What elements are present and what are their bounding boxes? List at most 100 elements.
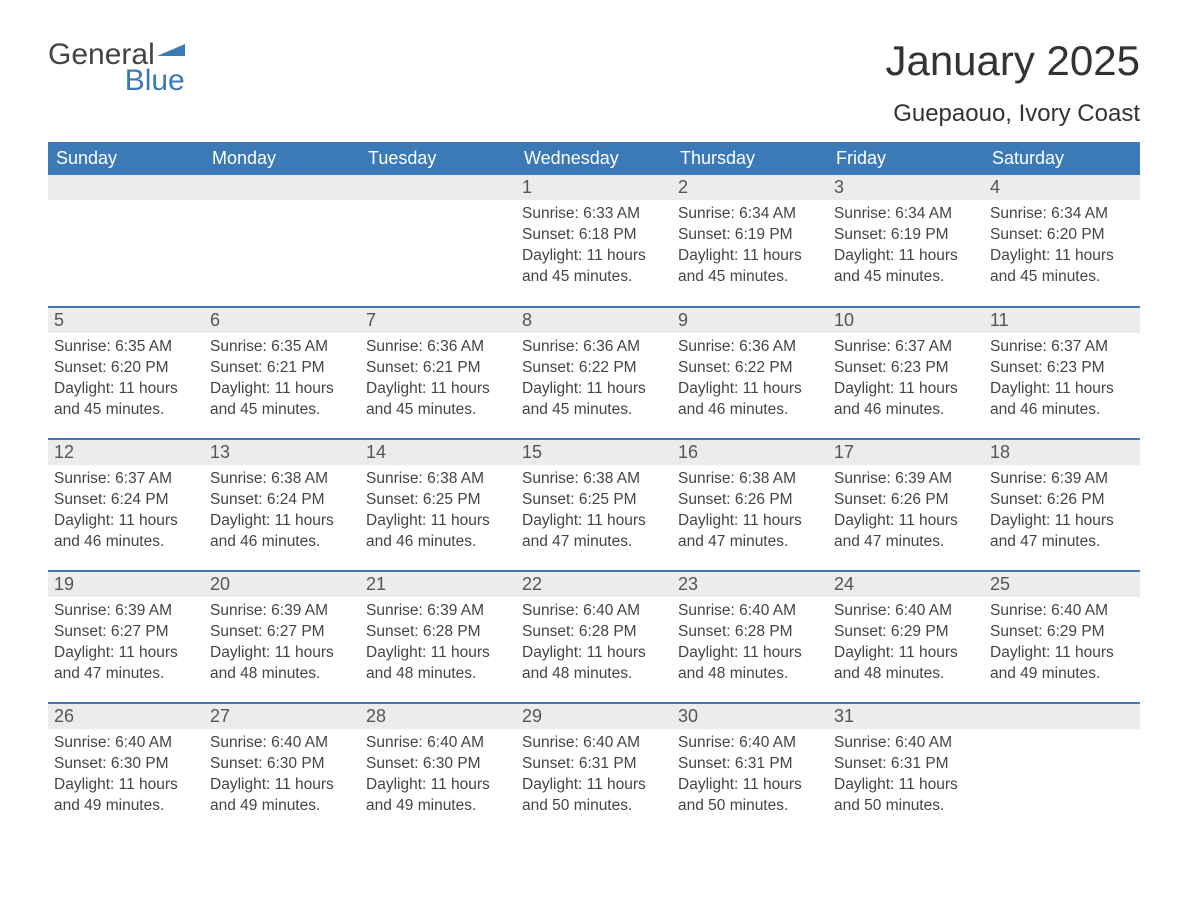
calendar-cell: 10Sunrise: 6:37 AMSunset: 6:23 PMDayligh… bbox=[828, 307, 984, 439]
day-number: 30 bbox=[672, 704, 828, 729]
calendar-cell: 28Sunrise: 6:40 AMSunset: 6:30 PMDayligh… bbox=[360, 703, 516, 835]
day-number: 7 bbox=[360, 308, 516, 333]
day-number: 13 bbox=[204, 440, 360, 465]
calendar-cell: 11Sunrise: 6:37 AMSunset: 6:23 PMDayligh… bbox=[984, 307, 1140, 439]
calendar-cell: 19Sunrise: 6:39 AMSunset: 6:27 PMDayligh… bbox=[48, 571, 204, 703]
calendar-cell: 23Sunrise: 6:40 AMSunset: 6:28 PMDayligh… bbox=[672, 571, 828, 703]
day-body: Sunrise: 6:34 AMSunset: 6:20 PMDaylight:… bbox=[984, 200, 1140, 298]
day-body bbox=[984, 729, 1140, 743]
day-body: Sunrise: 6:39 AMSunset: 6:26 PMDaylight:… bbox=[828, 465, 984, 563]
calendar-cell: 25Sunrise: 6:40 AMSunset: 6:29 PMDayligh… bbox=[984, 571, 1140, 703]
day-body: Sunrise: 6:38 AMSunset: 6:26 PMDaylight:… bbox=[672, 465, 828, 563]
calendar-cell: 21Sunrise: 6:39 AMSunset: 6:28 PMDayligh… bbox=[360, 571, 516, 703]
calendar-cell: 26Sunrise: 6:40 AMSunset: 6:30 PMDayligh… bbox=[48, 703, 204, 835]
day-number: 17 bbox=[828, 440, 984, 465]
calendar-cell: 4Sunrise: 6:34 AMSunset: 6:20 PMDaylight… bbox=[984, 175, 1140, 307]
day-body: Sunrise: 6:40 AMSunset: 6:28 PMDaylight:… bbox=[516, 597, 672, 695]
day-number: 25 bbox=[984, 572, 1140, 597]
day-body: Sunrise: 6:38 AMSunset: 6:25 PMDaylight:… bbox=[516, 465, 672, 563]
day-body: Sunrise: 6:34 AMSunset: 6:19 PMDaylight:… bbox=[672, 200, 828, 298]
calendar-body: 1Sunrise: 6:33 AMSunset: 6:18 PMDaylight… bbox=[48, 175, 1140, 835]
day-number: 15 bbox=[516, 440, 672, 465]
day-body: Sunrise: 6:35 AMSunset: 6:21 PMDaylight:… bbox=[204, 333, 360, 431]
weekday-header: Saturday bbox=[984, 142, 1140, 175]
day-number: 20 bbox=[204, 572, 360, 597]
day-number: 28 bbox=[360, 704, 516, 729]
brand-logo: General Blue bbox=[48, 40, 185, 96]
calendar-cell: 31Sunrise: 6:40 AMSunset: 6:31 PMDayligh… bbox=[828, 703, 984, 835]
day-body: Sunrise: 6:37 AMSunset: 6:23 PMDaylight:… bbox=[828, 333, 984, 431]
day-body: Sunrise: 6:40 AMSunset: 6:31 PMDaylight:… bbox=[516, 729, 672, 827]
calendar-header: SundayMondayTuesdayWednesdayThursdayFrid… bbox=[48, 142, 1140, 175]
weekday-header: Thursday bbox=[672, 142, 828, 175]
day-body: Sunrise: 6:40 AMSunset: 6:28 PMDaylight:… bbox=[672, 597, 828, 695]
calendar-table: SundayMondayTuesdayWednesdayThursdayFrid… bbox=[48, 142, 1140, 835]
calendar-cell: 8Sunrise: 6:36 AMSunset: 6:22 PMDaylight… bbox=[516, 307, 672, 439]
day-number: 2 bbox=[672, 175, 828, 200]
calendar-cell: 24Sunrise: 6:40 AMSunset: 6:29 PMDayligh… bbox=[828, 571, 984, 703]
day-number: 14 bbox=[360, 440, 516, 465]
day-body: Sunrise: 6:40 AMSunset: 6:29 PMDaylight:… bbox=[984, 597, 1140, 695]
calendar-cell: 2Sunrise: 6:34 AMSunset: 6:19 PMDaylight… bbox=[672, 175, 828, 307]
day-body: Sunrise: 6:34 AMSunset: 6:19 PMDaylight:… bbox=[828, 200, 984, 298]
day-body: Sunrise: 6:40 AMSunset: 6:31 PMDaylight:… bbox=[672, 729, 828, 827]
weekday-header: Monday bbox=[204, 142, 360, 175]
calendar-cell: 13Sunrise: 6:38 AMSunset: 6:24 PMDayligh… bbox=[204, 439, 360, 571]
calendar-cell bbox=[984, 703, 1140, 835]
calendar-cell: 22Sunrise: 6:40 AMSunset: 6:28 PMDayligh… bbox=[516, 571, 672, 703]
calendar-cell: 3Sunrise: 6:34 AMSunset: 6:19 PMDaylight… bbox=[828, 175, 984, 307]
day-body bbox=[360, 200, 516, 214]
calendar-cell: 5Sunrise: 6:35 AMSunset: 6:20 PMDaylight… bbox=[48, 307, 204, 439]
day-number bbox=[48, 175, 204, 200]
day-body: Sunrise: 6:39 AMSunset: 6:28 PMDaylight:… bbox=[360, 597, 516, 695]
calendar-cell: 12Sunrise: 6:37 AMSunset: 6:24 PMDayligh… bbox=[48, 439, 204, 571]
day-body: Sunrise: 6:36 AMSunset: 6:22 PMDaylight:… bbox=[516, 333, 672, 431]
day-number: 26 bbox=[48, 704, 204, 729]
day-number: 18 bbox=[984, 440, 1140, 465]
day-body: Sunrise: 6:33 AMSunset: 6:18 PMDaylight:… bbox=[516, 200, 672, 298]
calendar-cell bbox=[360, 175, 516, 307]
weekday-header: Friday bbox=[828, 142, 984, 175]
day-number: 10 bbox=[828, 308, 984, 333]
day-number: 6 bbox=[204, 308, 360, 333]
header-row: General Blue January 2025 Guepaouo, Ivor… bbox=[48, 40, 1140, 128]
day-body: Sunrise: 6:38 AMSunset: 6:24 PMDaylight:… bbox=[204, 465, 360, 563]
calendar-cell: 17Sunrise: 6:39 AMSunset: 6:26 PMDayligh… bbox=[828, 439, 984, 571]
day-number bbox=[984, 704, 1140, 729]
calendar-cell: 7Sunrise: 6:36 AMSunset: 6:21 PMDaylight… bbox=[360, 307, 516, 439]
day-body: Sunrise: 6:40 AMSunset: 6:31 PMDaylight:… bbox=[828, 729, 984, 827]
day-body: Sunrise: 6:37 AMSunset: 6:24 PMDaylight:… bbox=[48, 465, 204, 563]
calendar-cell: 14Sunrise: 6:38 AMSunset: 6:25 PMDayligh… bbox=[360, 439, 516, 571]
day-number: 9 bbox=[672, 308, 828, 333]
day-body: Sunrise: 6:39 AMSunset: 6:27 PMDaylight:… bbox=[204, 597, 360, 695]
day-number: 19 bbox=[48, 572, 204, 597]
day-number: 16 bbox=[672, 440, 828, 465]
calendar-cell: 18Sunrise: 6:39 AMSunset: 6:26 PMDayligh… bbox=[984, 439, 1140, 571]
day-number: 24 bbox=[828, 572, 984, 597]
calendar-cell: 16Sunrise: 6:38 AMSunset: 6:26 PMDayligh… bbox=[672, 439, 828, 571]
day-number: 8 bbox=[516, 308, 672, 333]
day-number: 31 bbox=[828, 704, 984, 729]
calendar-cell: 6Sunrise: 6:35 AMSunset: 6:21 PMDaylight… bbox=[204, 307, 360, 439]
title-block: January 2025 Guepaouo, Ivory Coast bbox=[885, 40, 1140, 128]
calendar-cell bbox=[204, 175, 360, 307]
day-number: 11 bbox=[984, 308, 1140, 333]
day-number: 23 bbox=[672, 572, 828, 597]
day-number: 12 bbox=[48, 440, 204, 465]
brand-text: General Blue bbox=[48, 40, 185, 96]
day-body: Sunrise: 6:38 AMSunset: 6:25 PMDaylight:… bbox=[360, 465, 516, 563]
day-number: 1 bbox=[516, 175, 672, 200]
calendar-cell: 20Sunrise: 6:39 AMSunset: 6:27 PMDayligh… bbox=[204, 571, 360, 703]
day-body: Sunrise: 6:36 AMSunset: 6:22 PMDaylight:… bbox=[672, 333, 828, 431]
day-body bbox=[204, 200, 360, 214]
day-number: 3 bbox=[828, 175, 984, 200]
day-body: Sunrise: 6:35 AMSunset: 6:20 PMDaylight:… bbox=[48, 333, 204, 431]
day-body: Sunrise: 6:40 AMSunset: 6:29 PMDaylight:… bbox=[828, 597, 984, 695]
day-number: 29 bbox=[516, 704, 672, 729]
day-number: 5 bbox=[48, 308, 204, 333]
calendar-cell: 15Sunrise: 6:38 AMSunset: 6:25 PMDayligh… bbox=[516, 439, 672, 571]
day-body: Sunrise: 6:39 AMSunset: 6:26 PMDaylight:… bbox=[984, 465, 1140, 563]
calendar-cell: 30Sunrise: 6:40 AMSunset: 6:31 PMDayligh… bbox=[672, 703, 828, 835]
month-title: January 2025 bbox=[885, 40, 1140, 82]
day-number: 27 bbox=[204, 704, 360, 729]
